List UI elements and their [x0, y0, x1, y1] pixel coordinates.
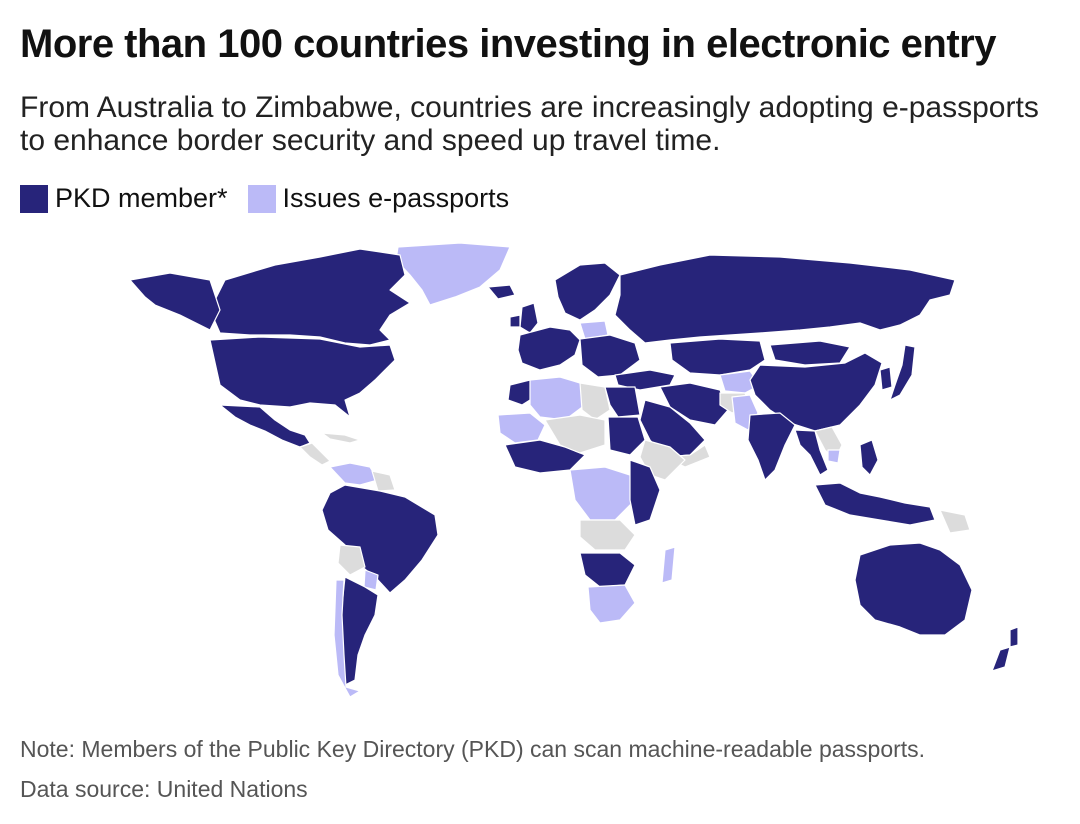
turkey	[614, 369, 676, 391]
caribbean	[321, 432, 361, 444]
mexico	[219, 404, 311, 448]
mauritania-mali	[497, 412, 546, 444]
venezuela	[329, 462, 379, 486]
myanmar-thailand	[794, 429, 829, 476]
east-africa	[629, 459, 661, 526]
scandinavia	[554, 262, 621, 321]
data-source: Data source: United Nations	[20, 776, 308, 802]
indonesia	[814, 482, 936, 526]
korea	[879, 366, 893, 391]
paraguay	[363, 569, 379, 591]
legend-item-pkd: PKD member*	[20, 183, 228, 214]
australia	[854, 542, 973, 636]
united-states	[209, 336, 396, 418]
legend-swatch-pkd	[20, 184, 48, 213]
western-europe	[517, 326, 581, 371]
india	[747, 412, 796, 481]
guianas	[371, 470, 396, 492]
greenland	[395, 242, 511, 306]
cambodia	[827, 449, 841, 464]
eastern-europe	[579, 334, 641, 378]
central-america	[299, 442, 331, 466]
china	[749, 352, 883, 432]
legend-item-issues: Issues e-passports	[247, 183, 510, 214]
russia	[614, 254, 956, 344]
canada	[209, 248, 411, 346]
legend-swatch-issues	[247, 184, 276, 213]
southern-africa	[579, 552, 636, 588]
algeria-libya	[529, 376, 586, 421]
brazil	[321, 484, 439, 594]
japan	[889, 344, 916, 401]
new-zealand	[991, 626, 1019, 672]
world-map	[129, 242, 1019, 698]
united-kingdom	[519, 302, 539, 334]
west-africa	[504, 439, 586, 474]
libya	[579, 382, 611, 421]
central-africa	[569, 466, 636, 521]
papua-new-guinea	[939, 509, 971, 534]
south-africa	[587, 584, 636, 624]
mongolia	[769, 340, 851, 366]
legend-label-pkd: PKD member*	[55, 183, 228, 213]
alaska	[129, 272, 221, 331]
legend-label-issues: Issues e-passports	[282, 183, 510, 213]
angola-zambia	[579, 519, 636, 551]
chart-subtitle: From Australia to Zimbabwe, countries ar…	[20, 91, 1039, 157]
ireland	[509, 314, 521, 328]
legend: PKD member* Issues e-passports	[20, 183, 529, 214]
chart-title: More than 100 countries investing in ele…	[20, 22, 996, 66]
argentina	[339, 576, 379, 686]
niger-chad	[544, 414, 606, 454]
kazakhstan	[669, 338, 766, 376]
iceland	[487, 284, 516, 300]
egypt	[604, 386, 641, 418]
sudan	[607, 416, 646, 456]
madagascar	[661, 546, 676, 584]
footnote: Note: Members of the Public Key Director…	[20, 736, 926, 762]
bolivia	[337, 544, 366, 576]
chile	[333, 579, 361, 698]
philippines	[859, 439, 879, 476]
